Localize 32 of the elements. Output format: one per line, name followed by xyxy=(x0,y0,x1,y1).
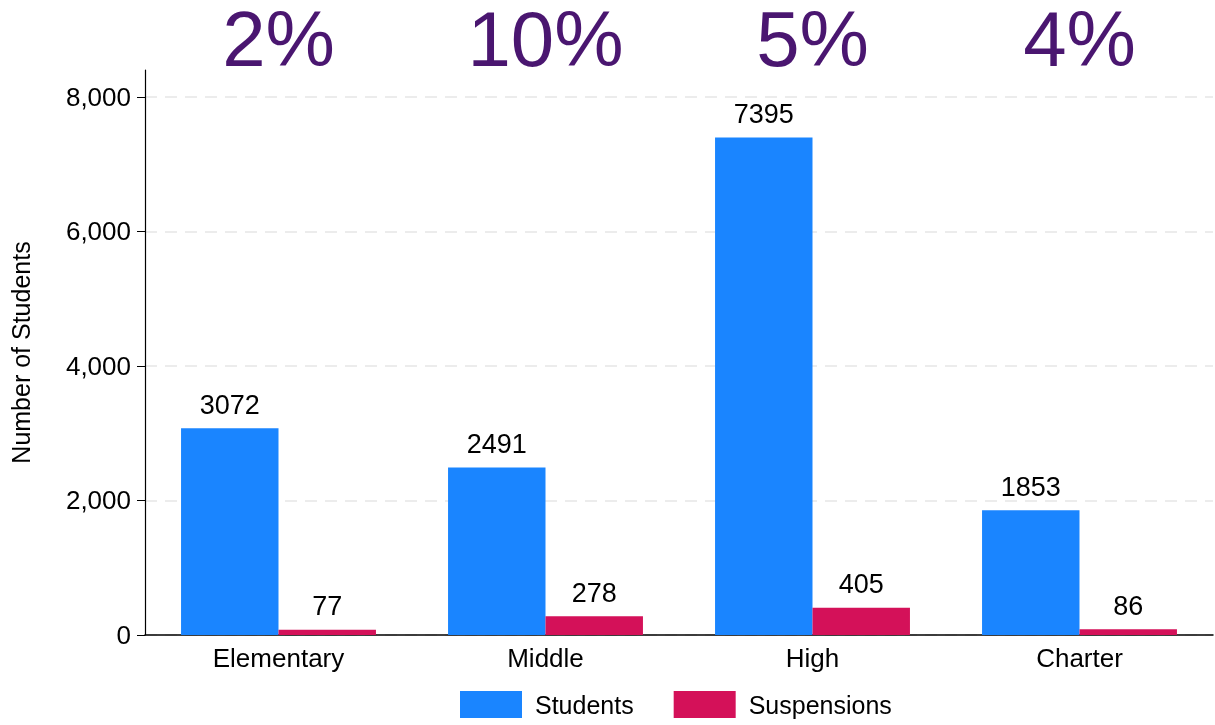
data-label: 1853 xyxy=(1000,471,1061,502)
bar xyxy=(278,629,376,635)
bar xyxy=(1079,629,1177,635)
legend-label: Suspensions xyxy=(748,690,892,719)
y-tick-label: 4,000 xyxy=(65,350,131,381)
bar xyxy=(448,467,546,635)
x-tick-label: High xyxy=(785,643,840,673)
bar xyxy=(545,616,643,635)
annotation: 10% xyxy=(467,0,624,83)
bar xyxy=(715,137,813,635)
data-label: 405 xyxy=(838,569,884,600)
y-tick-label: 8,000 xyxy=(65,81,131,112)
legend-label: Students xyxy=(535,690,634,719)
data-label: 86 xyxy=(1113,590,1144,621)
data-label: 278 xyxy=(571,577,617,608)
y-axis-title: Number of Students xyxy=(6,241,35,464)
annotation: 4% xyxy=(1023,0,1136,83)
data-label: 2491 xyxy=(466,428,527,459)
data-label: 7395 xyxy=(733,99,794,130)
bar xyxy=(181,428,279,635)
x-tick-label: Charter xyxy=(1036,643,1124,673)
y-tick-label: 6,000 xyxy=(65,216,131,247)
bar xyxy=(812,607,910,635)
x-tick-label: Elementary xyxy=(212,643,345,673)
y-tick-label: 0 xyxy=(116,620,131,650)
data-label: 3072 xyxy=(199,389,260,420)
x-tick-label: Middle xyxy=(507,643,584,673)
data-label: 77 xyxy=(312,591,343,622)
annotation: 5% xyxy=(756,0,869,83)
y-tick-label: 2,000 xyxy=(65,485,131,516)
annotation: 2% xyxy=(222,0,335,83)
bar xyxy=(982,510,1080,635)
